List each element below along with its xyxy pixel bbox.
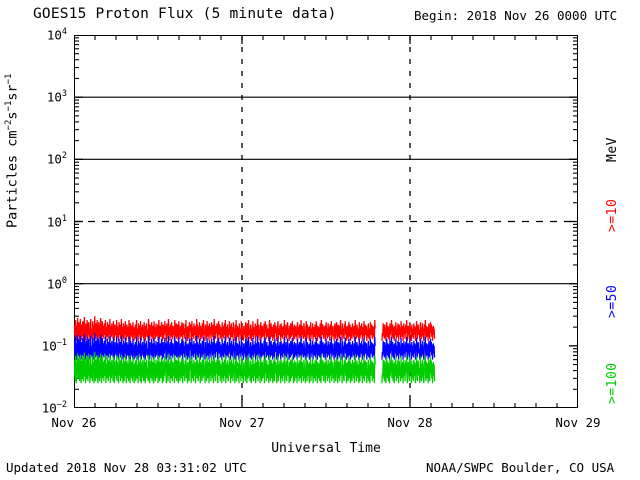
y-tick-label: 10−2: [41, 400, 67, 416]
proton-flux-chart: 10−2 10−1 100 101 102 103 104 Nov 26 Nov 27 Nov …: [42, 28, 601, 430]
legend-label-p10: >=10: [605, 198, 620, 232]
begin-time-label: Begin: 2018 Nov 26 0000 UTC: [414, 8, 618, 23]
y-axis-title: Particles cm−2s−1sr−1: [4, 73, 21, 228]
legend-label-p50: >=50: [605, 284, 620, 318]
x-tick-label: Nov 26: [51, 415, 97, 430]
y-tick-label: 103: [46, 89, 67, 105]
y-tick-label: 100: [46, 275, 67, 291]
source-credit: NOAA/SWPC Boulder, CO USA: [426, 460, 615, 475]
y-tick-label: 101: [46, 213, 67, 229]
updated-timestamp: Updated 2018 Nov 28 03:31:02 UTC: [6, 460, 247, 475]
page-title: GOES15 Proton Flux (5 minute data): [33, 6, 337, 22]
y-tick-label: 102: [46, 151, 67, 167]
x-tick-label: Nov 29: [555, 415, 601, 430]
y-tick-label: 10−1: [41, 338, 67, 354]
plot-canvas: [74, 35, 578, 408]
x-tick-label: Nov 28: [387, 415, 433, 430]
legend-label-mev: MeV: [605, 137, 620, 162]
y-tick-label: 104: [46, 27, 67, 43]
x-axis-title: Universal Time: [271, 441, 381, 456]
legend-label-p100: >=100: [605, 362, 620, 404]
x-tick-label: Nov 27: [219, 415, 265, 430]
